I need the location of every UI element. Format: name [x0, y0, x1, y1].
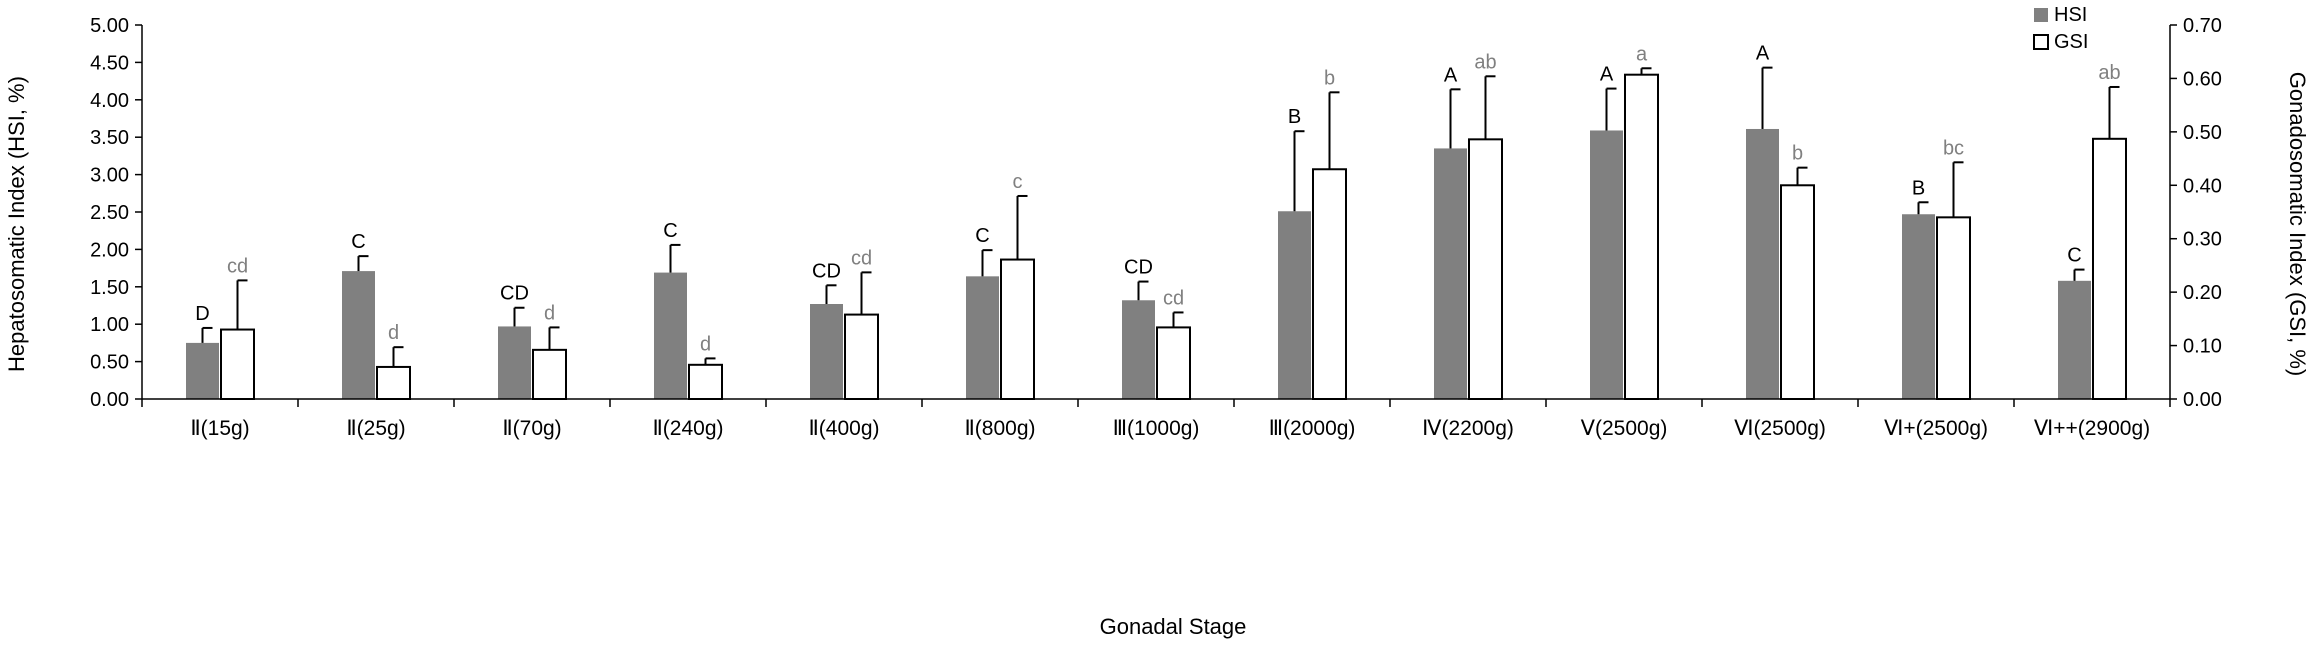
bar-gsi — [1624, 73, 1659, 400]
significance-label-gsi: d — [700, 333, 711, 355]
significance-label-hsi: CD — [1124, 257, 1153, 279]
significance-label-hsi: C — [2067, 245, 2081, 267]
bar-gsi — [220, 328, 255, 400]
y-right-tick-label: 0.50 — [2183, 122, 2222, 144]
significance-label-gsi: ab — [2098, 62, 2120, 84]
legend-label-hsi: HSI — [2054, 4, 2087, 26]
y-axis-right-label: Gonadosomatic Index (GSI, %) — [2285, 72, 2309, 376]
bar-hsi — [1434, 148, 1467, 399]
x-tick-label: Ⅵ(2500g) — [1734, 417, 1826, 440]
bar-gsi — [1468, 138, 1503, 401]
legend-label-gsi: GSI — [2054, 31, 2088, 53]
significance-label-gsi: ab — [1474, 51, 1496, 73]
significance-label-hsi: A — [1444, 64, 1458, 86]
y-right-tick-label: 0.30 — [2183, 229, 2222, 251]
y-left-tick-label: 4.50 — [90, 52, 129, 74]
significance-label-gsi: d — [388, 322, 399, 344]
bar-gsi — [1312, 168, 1347, 400]
significance-label-hsi: A — [1756, 43, 1770, 65]
y-left-tick-label: 5.00 — [90, 15, 129, 37]
y-left-tick-label: 1.50 — [90, 277, 129, 299]
x-axis-label: Gonadal Stage — [1100, 614, 1247, 639]
significance-label-gsi: cd — [227, 255, 248, 277]
y-left-tick-label: 3.00 — [90, 165, 129, 187]
significance-label-hsi: A — [1600, 64, 1614, 86]
significance-label-hsi: D — [195, 303, 209, 325]
significance-label-gsi: cd — [1163, 287, 1184, 309]
y-left-tick-label: 2.50 — [90, 202, 129, 224]
y-axis-left-label: Hepatosomatic Index (HSI, %) — [4, 76, 29, 372]
x-tick-label: Ⅲ(1000g) — [1113, 417, 1200, 440]
significance-label-hsi: B — [1912, 177, 1925, 199]
significance-label-hsi: C — [663, 220, 677, 242]
significance-label-gsi: b — [1792, 143, 1803, 165]
significance-label-hsi: CD — [812, 260, 841, 282]
bar-hsi — [1122, 300, 1155, 399]
y-left-tick-label: 0.00 — [90, 389, 129, 411]
bar-hsi — [810, 304, 843, 399]
y-left-tick-label: 3.50 — [90, 127, 129, 149]
x-tick-label: Ⅵ+(2500g) — [1884, 417, 1988, 440]
bar-gsi — [532, 348, 567, 400]
significance-label-gsi: cd — [851, 247, 872, 269]
y-left-tick-label: 2.00 — [90, 239, 129, 261]
x-tick-label: Ⅵ++(2900g) — [2034, 417, 2150, 440]
bar-gsi — [2092, 137, 2127, 400]
bar-hsi — [654, 272, 687, 399]
legend: HSI GSI — [2033, 4, 2088, 53]
x-tick-label: Ⅳ(2200g) — [1422, 417, 1514, 440]
y-right-tick-label: 0.10 — [2183, 336, 2222, 358]
significance-label-gsi: bc — [1943, 137, 1964, 159]
bar-hsi — [966, 276, 999, 399]
bar-gsi — [1000, 258, 1035, 400]
significance-label-gsi: b — [1324, 67, 1335, 89]
y-left-tick-label: 1.00 — [90, 314, 129, 336]
bar-hsi — [1746, 128, 1779, 400]
bar-gsi — [844, 313, 879, 400]
y-right-tick-label: 0.20 — [2183, 282, 2222, 304]
y-left-tick-label: 0.50 — [90, 352, 129, 374]
y-right-tick-label: 0.70 — [2183, 15, 2222, 37]
significance-label-hsi: CD — [500, 283, 529, 305]
legend-swatch-hsi — [2034, 8, 2048, 22]
x-tick-label: Ⅱ(15g) — [190, 417, 249, 440]
significance-label-hsi: B — [1288, 106, 1301, 128]
significance-label-hsi: C — [351, 231, 365, 253]
bar-gsi — [1936, 216, 1971, 400]
bar-hsi — [342, 271, 375, 399]
x-tick-label: Ⅲ(2000g) — [1269, 417, 1356, 440]
bar-hsi — [2058, 280, 2091, 399]
bar-hsi — [498, 326, 531, 399]
x-tick-label: Ⅱ(25g) — [346, 417, 405, 440]
axes-layer: 0.00 0.50 1.00 1.50 2.00 2.50 3.00 3.50 4.00 4.50… — [90, 15, 2222, 440]
y-left-tick-label: 4.00 — [90, 90, 129, 112]
y-right-tick-label: 0.60 — [2183, 68, 2222, 90]
significance-label-gsi: d — [544, 302, 555, 324]
bar-hsi — [186, 342, 219, 399]
significance-label-gsi: c — [1013, 171, 1023, 193]
bar-gsi — [1780, 184, 1815, 400]
x-tick-label: Ⅱ(800g) — [964, 417, 1035, 440]
bar-gsi — [1156, 326, 1191, 400]
y-right-tick-label: 0.00 — [2183, 389, 2222, 411]
x-tick-label: Ⅴ(2500g) — [1581, 417, 1668, 440]
bar-gsi — [376, 365, 411, 401]
y-right-tick-label: 0.40 — [2183, 175, 2222, 197]
bar-hsi — [1590, 130, 1623, 399]
x-tick-label: Ⅱ(70g) — [502, 417, 561, 440]
legend-swatch-gsi — [2033, 34, 2049, 50]
bar-hsi — [1902, 214, 1935, 399]
significance-label-gsi: a — [1636, 43, 1648, 65]
x-tick-label: Ⅱ(400g) — [808, 417, 879, 440]
x-tick-label: Ⅱ(240g) — [652, 417, 723, 440]
bar-hsi — [1278, 211, 1311, 399]
bar-gsi — [688, 363, 723, 401]
significance-label-hsi: C — [975, 225, 989, 247]
